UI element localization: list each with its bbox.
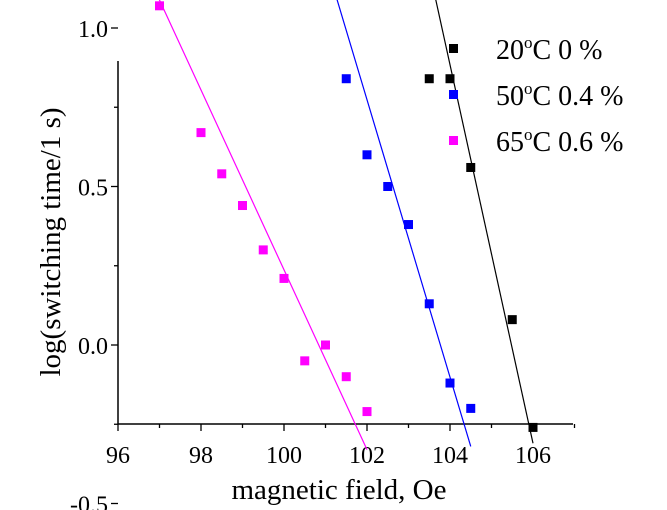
data-point bbox=[279, 273, 289, 283]
data-point bbox=[321, 340, 330, 350]
data-point bbox=[383, 182, 393, 191]
x-axis-title: magnetic field, Oe bbox=[232, 474, 447, 506]
data-point bbox=[466, 403, 476, 413]
legend: 20oC 0 % 50oC 0.4 % 65oC 0.6 % bbox=[449, 33, 624, 158]
x-tick-label: 106 bbox=[515, 443, 551, 469]
data-points bbox=[155, 1, 538, 432]
data-point bbox=[507, 315, 517, 325]
data-point bbox=[300, 356, 310, 366]
fit-line bbox=[336, 0, 472, 447]
x-tick-label: 100 bbox=[266, 443, 302, 469]
data-point bbox=[362, 407, 372, 417]
data-point bbox=[362, 150, 372, 160]
x-axis: 96 98 100 102 104 106 bbox=[106, 424, 576, 469]
data-point bbox=[341, 372, 351, 382]
data-point bbox=[196, 128, 206, 138]
data-point bbox=[404, 220, 413, 230]
data-point bbox=[424, 74, 434, 84]
data-point bbox=[528, 422, 538, 432]
legend-label: 20oC 0 % bbox=[496, 33, 603, 66]
legend-marker bbox=[449, 136, 458, 145]
legend-marker bbox=[449, 90, 458, 99]
data-point bbox=[155, 1, 164, 11]
data-point bbox=[238, 201, 247, 211]
x-tick-label: 96 bbox=[106, 443, 130, 469]
y-axis-title: log(switching time/1 s) bbox=[35, 107, 67, 376]
x-tick-label: 98 bbox=[189, 443, 213, 469]
fit-line bbox=[435, 0, 534, 444]
data-point bbox=[341, 74, 351, 84]
y-tick-label: 0.0 bbox=[78, 334, 108, 360]
y-tick-label: 0.5 bbox=[78, 176, 108, 202]
data-point bbox=[445, 378, 455, 388]
plot-frame bbox=[117, 61, 573, 425]
legend-marker bbox=[449, 44, 458, 53]
legend-label: 50oC 0.4 % bbox=[496, 79, 624, 112]
legend-label: 65oC 0.6 % bbox=[496, 125, 624, 158]
y-tick-label: 1.0 bbox=[78, 17, 108, 43]
x-tick-label: 102 bbox=[349, 443, 385, 469]
y-tick-label: -0.5 bbox=[70, 493, 108, 510]
data-point bbox=[466, 162, 476, 172]
y-axis: -0.50.00.51.01.5 bbox=[70, 17, 118, 510]
data-point bbox=[258, 245, 268, 255]
data-point bbox=[424, 299, 434, 309]
x-tick-label: 104 bbox=[432, 443, 468, 469]
data-point bbox=[445, 74, 455, 84]
fit-lines bbox=[158, 0, 534, 450]
fit-line bbox=[158, 0, 368, 450]
data-point bbox=[217, 169, 227, 179]
